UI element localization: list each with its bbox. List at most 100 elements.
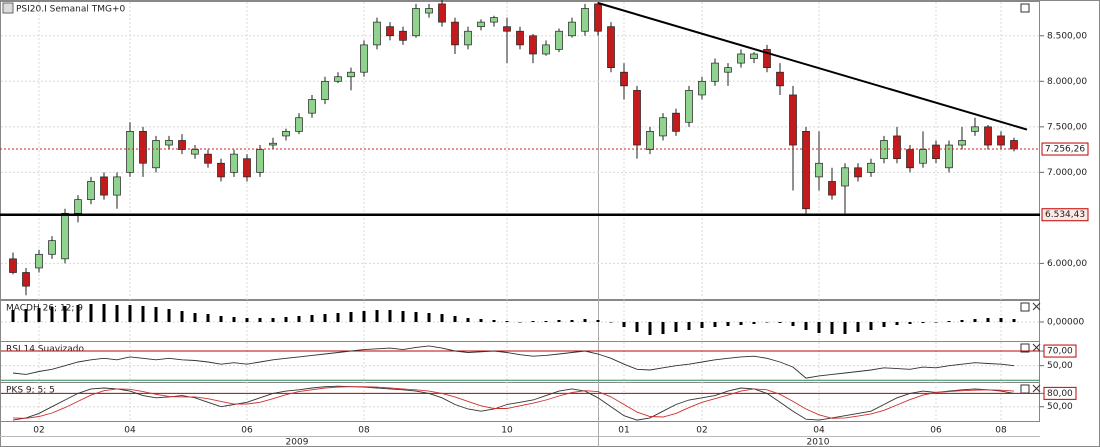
price-pane bbox=[0, 1, 1040, 300]
pane-button[interactable] bbox=[1020, 384, 1030, 394]
histogram-bar bbox=[973, 319, 977, 322]
x-tick-label: 08 bbox=[995, 426, 1007, 436]
x-tick-label: 02 bbox=[696, 426, 707, 436]
candle-body bbox=[113, 176, 121, 196]
candle-body bbox=[347, 71, 355, 78]
histogram-bar bbox=[349, 312, 353, 322]
histogram-bar bbox=[739, 322, 743, 325]
candle-body bbox=[763, 49, 771, 68]
year-label: 2010 bbox=[807, 438, 830, 447]
candle-body bbox=[906, 149, 914, 169]
candle-body bbox=[880, 140, 888, 160]
histogram-bar bbox=[440, 314, 444, 322]
candle-body bbox=[841, 167, 849, 187]
histogram-bar bbox=[674, 322, 678, 332]
pane-button[interactable] bbox=[1020, 343, 1030, 353]
histogram-bar bbox=[128, 305, 132, 322]
histogram-bar bbox=[531, 321, 535, 322]
candle-body bbox=[724, 67, 732, 73]
histogram-bar bbox=[960, 320, 964, 322]
histogram-bar bbox=[63, 306, 67, 322]
candle-body bbox=[1010, 140, 1018, 150]
histogram-bar bbox=[921, 322, 925, 323]
candle-body bbox=[412, 8, 420, 37]
candle-body bbox=[646, 131, 654, 150]
histogram-bar bbox=[297, 316, 301, 322]
candle-body bbox=[685, 90, 693, 123]
histogram-bar bbox=[76, 305, 80, 322]
candle-body bbox=[9, 258, 17, 273]
candle-body bbox=[152, 140, 160, 169]
indicator-line bbox=[12, 385, 1015, 421]
histogram-bar bbox=[570, 320, 574, 322]
histogram-bar bbox=[934, 322, 938, 323]
candle-body bbox=[945, 144, 953, 169]
histogram-bar bbox=[622, 322, 626, 327]
pks-pane bbox=[0, 382, 1040, 422]
histogram-bar bbox=[947, 321, 951, 322]
histogram-bar bbox=[986, 318, 990, 322]
histogram-bar bbox=[856, 322, 860, 332]
histogram-bar bbox=[258, 318, 262, 322]
histogram-bar bbox=[245, 318, 249, 322]
candle-body bbox=[503, 26, 511, 32]
histogram-bar bbox=[635, 322, 639, 332]
histogram-bar bbox=[310, 315, 314, 322]
candle-body bbox=[74, 199, 82, 214]
histogram-bar bbox=[50, 307, 54, 322]
candle-body bbox=[802, 131, 810, 210]
candle-body bbox=[958, 140, 966, 146]
x-tick-label: 08 bbox=[358, 426, 370, 436]
candle-body bbox=[165, 140, 173, 146]
candle-body bbox=[490, 17, 498, 23]
candle-body bbox=[776, 71, 784, 87]
last-price-label: 7.256,26 bbox=[1045, 145, 1085, 155]
histogram-bar bbox=[882, 322, 886, 327]
candle-body bbox=[516, 30, 524, 46]
candle-body bbox=[308, 99, 316, 114]
candle-body bbox=[295, 117, 303, 132]
candle-body bbox=[737, 53, 745, 64]
histogram-bar bbox=[167, 309, 171, 322]
y-tick-label: 50,00 bbox=[1047, 402, 1073, 412]
pane-button[interactable] bbox=[1020, 3, 1030, 13]
candle-body bbox=[438, 3, 446, 23]
histogram-bar bbox=[687, 322, 691, 330]
candle-body bbox=[789, 94, 797, 146]
candle-body bbox=[971, 126, 979, 132]
candle-body bbox=[386, 26, 394, 37]
candle-body bbox=[256, 149, 264, 173]
close-icons[interactable] bbox=[1032, 302, 1041, 393]
chart-title: PSI20.I Semanal TMG+0 bbox=[16, 5, 126, 15]
candle-body bbox=[672, 112, 680, 132]
histogram-bar bbox=[362, 311, 366, 322]
y-tick-label: 70,00 bbox=[1047, 347, 1073, 357]
y-tick-label: 50,00 bbox=[1047, 361, 1073, 371]
histogram-bar bbox=[141, 306, 145, 322]
histogram-bar bbox=[232, 317, 236, 322]
histogram-bar bbox=[713, 322, 717, 327]
candle-body bbox=[893, 135, 901, 160]
last-price-box bbox=[1041, 142, 1089, 156]
histogram-bar bbox=[427, 313, 431, 322]
histogram-bar bbox=[505, 321, 509, 322]
candle-body bbox=[204, 153, 212, 164]
candle-body bbox=[568, 21, 576, 37]
candle-body bbox=[87, 181, 95, 201]
histogram-bar bbox=[1012, 319, 1016, 322]
pane-controls bbox=[1020, 302, 1041, 394]
candle-body bbox=[750, 53, 758, 59]
candle-body bbox=[698, 80, 706, 96]
candle-body bbox=[867, 162, 875, 173]
candle-body bbox=[61, 212, 69, 260]
pane-button[interactable] bbox=[1020, 302, 1030, 312]
candle-body bbox=[243, 158, 251, 178]
histogram-bar bbox=[557, 320, 561, 322]
histogram-bar bbox=[791, 322, 795, 326]
histogram-bar bbox=[817, 322, 821, 333]
pane-title: PKS 9; 5; 5 bbox=[6, 386, 55, 396]
candle-body bbox=[581, 8, 589, 32]
candle-body bbox=[477, 21, 485, 28]
candle-body bbox=[282, 131, 290, 137]
